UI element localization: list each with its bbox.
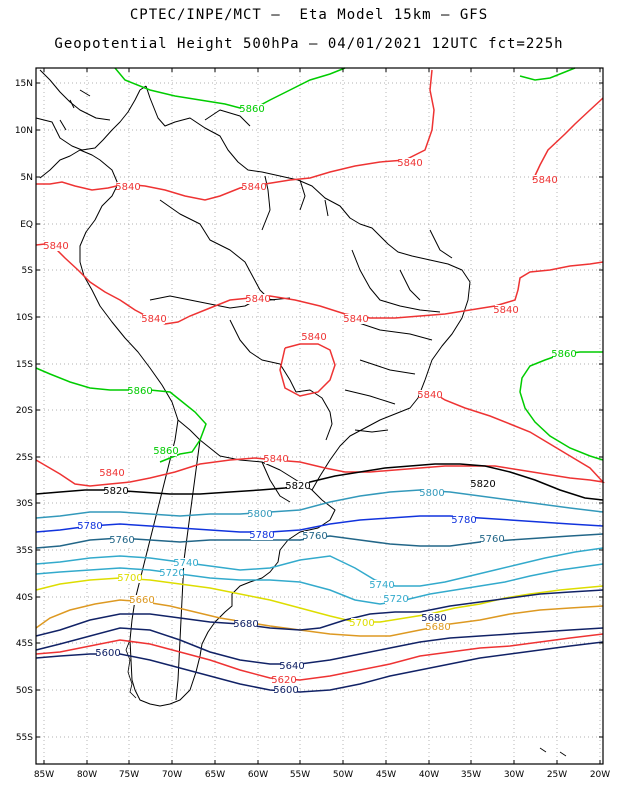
contour-label: 5620 xyxy=(271,675,296,686)
contour-label: 5840 xyxy=(99,468,124,479)
contour-label: 5840 xyxy=(263,454,288,465)
contour-label: 5780 xyxy=(77,521,102,532)
contour-label: 5640 xyxy=(279,661,304,672)
contour-label: 5600 xyxy=(273,685,298,696)
contour-label: 5840 xyxy=(532,175,557,186)
contour-label: 5800 xyxy=(247,509,272,520)
map-frame xyxy=(35,67,604,765)
contour-label: 5700 xyxy=(117,573,142,584)
contour-label: 5800 xyxy=(419,488,444,499)
contour-label: 5860 xyxy=(153,446,178,457)
lon-label: 80W xyxy=(77,770,97,780)
coastline-borders xyxy=(35,69,567,757)
contour-label: 5860 xyxy=(127,386,152,397)
contour-label: 5680 xyxy=(421,613,446,624)
contour-label: 5720 xyxy=(159,568,184,579)
contour-label: 5840 xyxy=(141,314,166,325)
lat-label: 20S xyxy=(16,406,33,416)
contour-label: 5780 xyxy=(249,530,274,541)
lat-label: 10S xyxy=(16,313,33,323)
lat-label: 10N xyxy=(15,126,33,136)
map-title-line2: Geopotential Height 500hPa – 04/01/2021 … xyxy=(54,36,564,52)
contour-label: 5700 xyxy=(349,618,374,629)
contour-label: 5760 xyxy=(479,534,504,545)
contour-label: 5820 xyxy=(470,479,495,490)
lon-label: 20W xyxy=(590,770,610,780)
lat-label: 5S xyxy=(22,266,34,276)
lon-label: 65W xyxy=(205,770,225,780)
contour-label: 5840 xyxy=(397,158,422,169)
longitude-axis: 85W 80W 75W 70W 65W 60W 55W 50W 45W 40W 35W 30W 25W 2… xyxy=(34,770,610,780)
contour-label: 5660 xyxy=(129,595,154,606)
contour-label: 5740 xyxy=(369,580,394,591)
lat-label: 40S xyxy=(16,593,33,603)
lon-label: 35W xyxy=(461,770,481,780)
lon-label: 30W xyxy=(504,770,524,780)
lat-label: EQ xyxy=(20,220,33,230)
contour-label: 5680 xyxy=(425,622,450,633)
contour-lines xyxy=(35,67,606,693)
contour-label: 5820 xyxy=(285,481,310,492)
contour-label: 5840 xyxy=(417,390,442,401)
lat-label: 55S xyxy=(16,733,33,743)
contour-label: 5840 xyxy=(43,241,68,252)
lon-label: 70W xyxy=(162,770,182,780)
contour-label: 5720 xyxy=(383,594,408,605)
contour-label: 5840 xyxy=(245,294,270,305)
latitude-axis: 15N 10N 5N EQ 5S 10S 15S 20S 25S 30S 35S 40S 45S 50S 5… xyxy=(15,79,33,743)
contour-label: 5760 xyxy=(109,535,134,546)
lon-label: 85W xyxy=(34,770,54,780)
lon-label: 60W xyxy=(248,770,268,780)
contour-label: 5840 xyxy=(241,182,266,193)
map-title-line1: CPTEC/INPE/MCT – Eta Model 15km – GFS xyxy=(129,7,489,23)
contour-label: 5820 xyxy=(103,486,128,497)
contour-label: 5740 xyxy=(173,558,198,569)
contour-label: 5760 xyxy=(302,531,327,542)
lat-label: 45S xyxy=(16,639,33,649)
contour-label: 5840 xyxy=(343,314,368,325)
contour-labels: 5860 5860 5860 5860 5840 5840 5840 5840 5840 5840… xyxy=(43,104,577,696)
contour-label: 5840 xyxy=(301,332,326,343)
contour-label: 5680 xyxy=(233,619,258,630)
lat-label: 30S xyxy=(16,499,33,509)
contour-label: 5780 xyxy=(451,515,476,526)
axis-ticks xyxy=(36,68,603,764)
lat-label: 15S xyxy=(16,360,33,370)
lon-label: 55W xyxy=(290,770,310,780)
lat-label: 50S xyxy=(16,686,33,696)
lon-label: 25W xyxy=(547,770,567,780)
lon-label: 75W xyxy=(119,770,139,780)
lat-label: 15N xyxy=(15,79,33,89)
lat-label: 5N xyxy=(21,173,33,183)
lon-label: 40W xyxy=(419,770,439,780)
graticule-grid xyxy=(36,68,603,764)
contour-label: 5840 xyxy=(493,305,518,316)
contour-label: 5860 xyxy=(551,349,576,360)
contour-label: 5860 xyxy=(239,104,264,115)
contour-label: 5840 xyxy=(115,182,140,193)
lon-label: 50W xyxy=(333,770,353,780)
contour-label: 5600 xyxy=(95,648,120,659)
lon-label: 45W xyxy=(376,770,396,780)
lat-label: 35S xyxy=(16,546,33,556)
lat-label: 25S xyxy=(16,453,33,463)
